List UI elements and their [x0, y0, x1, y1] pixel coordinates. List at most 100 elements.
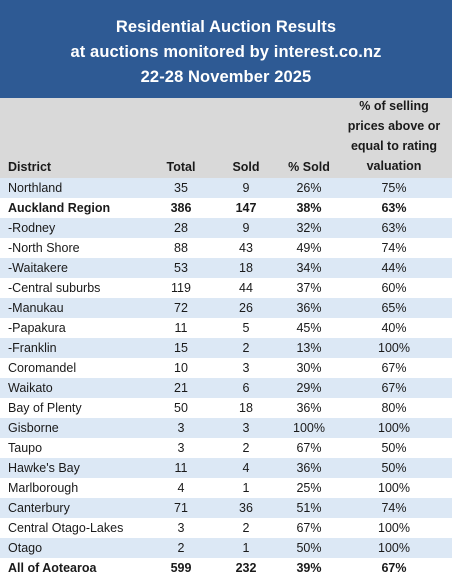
cell-district: Marlborough — [8, 481, 79, 495]
cell-total: 4 — [177, 481, 185, 495]
cell-pct-sold: 13% — [296, 341, 322, 355]
cell-pct-sold: 39% — [296, 561, 322, 575]
cell-district: Coromandel — [8, 361, 77, 375]
cell-valuation: 65% — [381, 301, 407, 315]
cell-district: Canterbury — [8, 501, 70, 515]
cell-total: 2 — [177, 541, 185, 555]
cell-total: 3 — [177, 521, 185, 535]
header-valuation-line-3: equal to rating — [350, 139, 438, 153]
table-row: Waikato 21 6 29% 67% — [0, 378, 452, 398]
cell-sold: 18 — [239, 401, 253, 415]
cell-pct-sold: 38% — [296, 201, 322, 215]
cell-district: -Manukau — [8, 301, 64, 315]
cell-sold: 4 — [242, 461, 250, 475]
table-row: Gisborne 3 3 100% 100% — [0, 418, 452, 438]
cell-total: 119 — [171, 281, 191, 295]
table-row: -Rodney 28 9 32% 63% — [0, 218, 452, 238]
cell-valuation: 44% — [381, 261, 407, 275]
title-banner: Residential Auction Results at auctions … — [0, 0, 452, 98]
cell-total: 11 — [174, 461, 188, 475]
cell-pct-sold: 100% — [293, 421, 325, 435]
cell-pct-sold: 36% — [296, 401, 322, 415]
cell-sold: 1 — [242, 481, 250, 495]
cell-pct-sold: 49% — [296, 241, 322, 255]
cell-district: Bay of Plenty — [8, 401, 82, 415]
cell-pct-sold: 36% — [296, 301, 322, 315]
cell-district: Gisborne — [8, 421, 59, 435]
table-row: Hawke's Bay 11 4 36% 50% — [0, 458, 452, 478]
cell-valuation: 50% — [381, 461, 407, 475]
cell-pct-sold: 67% — [296, 441, 322, 455]
cell-sold: 9 — [242, 181, 250, 195]
title-line-1: Residential Auction Results — [115, 18, 337, 36]
cell-sold: 147 — [235, 201, 257, 215]
cell-total: 88 — [174, 241, 188, 255]
table-body: Northland 35 9 26% 75% Auckland Region 3… — [0, 178, 452, 578]
table-row: -Franklin 15 2 13% 100% — [0, 338, 452, 358]
cell-district: -Waitakere — [8, 261, 68, 275]
cell-sold: 36 — [239, 501, 253, 515]
cell-valuation: 67% — [381, 561, 407, 575]
cell-pct-sold: 26% — [296, 181, 322, 195]
cell-valuation: 74% — [381, 501, 407, 515]
cell-sold: 6 — [242, 381, 250, 395]
cell-valuation: 63% — [381, 201, 407, 215]
cell-sold: 9 — [242, 221, 250, 235]
table-row: -Waitakere 53 18 34% 44% — [0, 258, 452, 278]
cell-valuation: 100% — [378, 541, 410, 555]
cell-district: Taupo — [8, 441, 43, 455]
cell-sold: 2 — [242, 341, 250, 355]
cell-pct-sold: 36% — [296, 461, 322, 475]
cell-total: 28 — [174, 221, 188, 235]
cell-sold: 232 — [235, 561, 257, 575]
table-row: Auckland Region 386 147 38% 63% — [0, 198, 452, 218]
cell-total: 3 — [177, 421, 185, 435]
cell-valuation: 100% — [378, 421, 410, 435]
cell-district: -Franklin — [8, 341, 57, 355]
table-row: Canterbury 71 36 51% 74% — [0, 498, 452, 518]
cell-sold: 26 — [239, 301, 253, 315]
cell-district: Auckland Region — [8, 201, 111, 215]
cell-district: Central Otago-Lakes — [8, 521, 124, 535]
cell-district: Northland — [8, 181, 63, 195]
cell-valuation: 100% — [378, 481, 410, 495]
cell-total: 53 — [174, 261, 188, 275]
table-row: -North Shore 88 43 49% 74% — [0, 238, 452, 258]
cell-sold: 3 — [242, 361, 250, 375]
cell-district: -Papakura — [8, 321, 66, 335]
table-row: -Manukau 72 26 36% 65% — [0, 298, 452, 318]
cell-valuation: 67% — [381, 381, 407, 395]
cell-valuation: 100% — [378, 521, 410, 535]
table-row: Marlborough 4 1 25% 100% — [0, 478, 452, 498]
cell-valuation: 80% — [381, 401, 407, 415]
title-line-3: 22-28 November 2025 — [140, 68, 312, 86]
cell-district: -Rodney — [8, 221, 56, 235]
cell-sold: 5 — [242, 321, 250, 335]
table-row: -Papakura 11 5 45% 40% — [0, 318, 452, 338]
table-row-total: All of Aotearoa 599 232 39% 67% — [0, 558, 452, 578]
cell-sold: 1 — [242, 541, 250, 555]
cell-sold: 3 — [242, 421, 250, 435]
cell-total: 15 — [174, 341, 188, 355]
cell-total: 71 — [174, 501, 188, 515]
cell-total: 3 — [177, 441, 185, 455]
cell-valuation: 60% — [381, 281, 407, 295]
cell-valuation: 75% — [381, 181, 407, 195]
cell-valuation: 74% — [381, 241, 407, 255]
title-line-2: at auctions monitored by interest.co.nz — [70, 43, 382, 61]
table-row: Taupo 3 2 67% 50% — [0, 438, 452, 458]
table-row: Northland 35 9 26% 75% — [0, 178, 452, 198]
header-sold: Sold — [232, 160, 260, 174]
cell-valuation: 40% — [381, 321, 407, 335]
cell-pct-sold: 45% — [296, 321, 322, 335]
cell-total: 50 — [174, 401, 188, 415]
cell-district: All of Aotearoa — [8, 561, 97, 575]
table-row: Otago 2 1 50% 100% — [0, 538, 452, 558]
header-valuation: % of selling prices above or equal to ra… — [338, 96, 450, 176]
cell-pct-sold: 32% — [296, 221, 322, 235]
cell-pct-sold: 67% — [296, 521, 322, 535]
header-valuation-line-1: % of selling — [359, 99, 429, 113]
cell-pct-sold: 37% — [296, 281, 322, 295]
header-valuation-line-2: prices above or — [347, 119, 441, 133]
cell-district: -North Shore — [8, 241, 80, 255]
